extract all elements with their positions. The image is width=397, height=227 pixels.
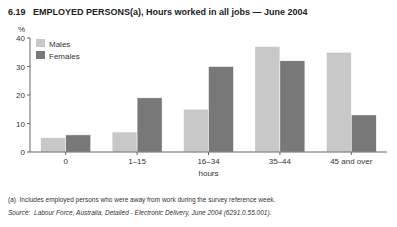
y-axis-label: % <box>18 25 25 34</box>
bar <box>112 132 137 152</box>
title: 6.19 EMPLOYED PERSONS(a), Hours worked i… <box>8 7 308 17</box>
bars <box>41 47 377 152</box>
y-tick-label: 40 <box>16 34 25 43</box>
x-tick <box>279 152 280 155</box>
bar <box>209 67 234 153</box>
y-axis <box>30 38 31 152</box>
x-tick-label: 35–44 <box>269 157 292 166</box>
chart: 6.19 EMPLOYED PERSONS(a), Hours worked i… <box>0 0 397 227</box>
legend-label: Females <box>49 52 80 61</box>
x-tick <box>65 152 66 155</box>
x-axis-label: hours <box>198 169 218 178</box>
y-tick-label: 10 <box>16 120 25 129</box>
y-tick-label: 30 <box>16 63 25 72</box>
x-tick <box>351 152 352 155</box>
source: Source: Labour Force, Australia, Detaile… <box>8 209 272 217</box>
x-tick-label: 45 and over <box>330 157 373 166</box>
bar <box>255 47 280 152</box>
x-tick-label: 0 <box>63 157 68 166</box>
x-tick-label: 1–15 <box>128 157 146 166</box>
bar <box>66 135 91 152</box>
x-tick <box>137 152 138 155</box>
y-tick-label: 0 <box>21 148 26 157</box>
y-tick-label: 20 <box>16 91 25 100</box>
x-tick <box>208 152 209 155</box>
legend-swatch <box>36 51 45 59</box>
x-tick-label: 16–34 <box>197 157 220 166</box>
bar <box>137 98 162 152</box>
bar <box>326 52 351 152</box>
bar <box>184 109 209 152</box>
bar <box>280 61 305 152</box>
bar <box>41 138 66 152</box>
bar <box>351 115 376 152</box>
legend-label: Males <box>49 40 70 49</box>
footnote: (a) Includes employed persons who were a… <box>8 196 276 204</box>
legend-swatch <box>36 39 45 47</box>
